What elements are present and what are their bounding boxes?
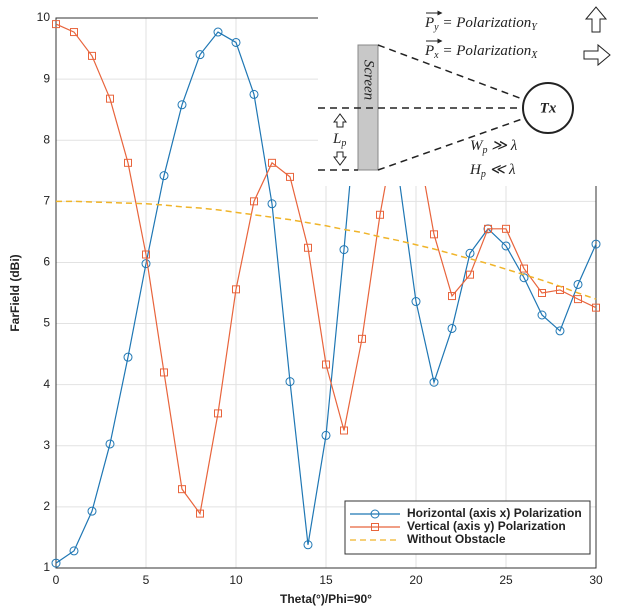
marker [447,323,457,333]
lp-label: Lp [332,131,346,149]
marker [231,37,241,47]
legend-marker [370,509,380,519]
arrow-x [583,43,611,67]
marker [196,509,204,518]
marker [484,224,492,233]
marker [52,20,60,29]
marker [267,199,277,209]
marker [591,239,601,249]
marker [304,243,312,252]
marker [465,248,475,258]
marker [537,310,547,320]
marker [448,292,456,301]
marker [160,368,168,377]
inset-diagram: Screen Lp Tx Py = PolarizationY Px = Pol… [318,0,618,186]
marker [466,270,474,279]
y-tick-label: 8 [43,132,50,146]
hp-label: Hp ≪ λ [469,162,516,180]
marker [70,28,78,37]
marker [285,377,295,387]
marker [106,94,114,103]
marker [322,360,330,369]
arrow-y [584,6,608,33]
y-axis-label: FarField (dBi) [8,254,22,331]
legend-label: Horizontal (axis x) Polarization [407,506,582,520]
y-tick-label: 4 [43,377,50,391]
marker [592,303,600,312]
marker [249,89,259,99]
marker [87,506,97,516]
marker [430,230,438,239]
marker [213,27,223,37]
legend-label: Vertical (axis y) Polarization [407,519,566,533]
marker [519,273,529,283]
marker [105,439,115,449]
marker [88,51,96,60]
marker [177,100,187,110]
x-tick-label: 15 [319,573,333,587]
marker [358,334,366,343]
x-tick-label: 20 [409,573,423,587]
marker [376,210,384,219]
marker [340,426,348,435]
legend-marker [371,523,379,531]
series-line [56,200,597,300]
legend-label: Without Obstacle [407,532,506,546]
marker [538,289,546,297]
marker [142,250,150,259]
x-tick-label: 10 [229,573,243,587]
y-tick-label: 7 [43,194,50,208]
marker [286,172,294,181]
x-tick-label: 25 [499,573,513,587]
y-tick-label: 3 [43,438,50,452]
marker [232,285,240,294]
y-tick-label: 10 [37,10,51,24]
marker [573,279,583,289]
arrow-up [333,113,347,128]
x-tick-label: 0 [53,573,60,587]
marker [123,352,133,362]
marker [268,158,276,167]
marker [555,326,565,336]
marker [321,430,331,440]
x-tick-label: 5 [143,573,150,587]
marker [51,558,61,568]
marker [429,377,439,387]
marker [124,158,132,167]
x-axis-label: Theta(°)/Phi=90° [280,592,372,606]
screen-label: Screen [361,60,377,100]
marker [141,259,151,269]
x-tick-label: 30 [589,573,603,587]
marker [411,297,421,307]
arrow-down [333,151,347,166]
tx-label: Tx [540,100,557,116]
series-line [55,23,597,516]
marker [501,241,511,251]
marker [502,224,510,233]
marker [159,171,169,181]
series-line [55,28,597,564]
wp-label: Wp ≫ λ [470,138,518,156]
marker [195,50,205,60]
py-label: Py = PolarizationY [424,15,538,33]
ray [377,44,526,101]
y-tick-label: 9 [43,71,50,85]
y-tick-label: 1 [43,560,50,574]
ray [377,117,526,171]
marker [250,197,258,206]
px-label: Px = PolarizationX [424,43,538,61]
marker [339,245,349,255]
transmitter [522,82,574,134]
marker [214,409,222,418]
marker [574,295,582,304]
marker [69,546,79,556]
marker [303,540,313,550]
y-tick-label: 2 [43,499,50,513]
marker [178,485,186,494]
y-tick-label: 5 [43,316,50,330]
marker [520,264,528,273]
y-tick-label: 6 [43,255,50,269]
